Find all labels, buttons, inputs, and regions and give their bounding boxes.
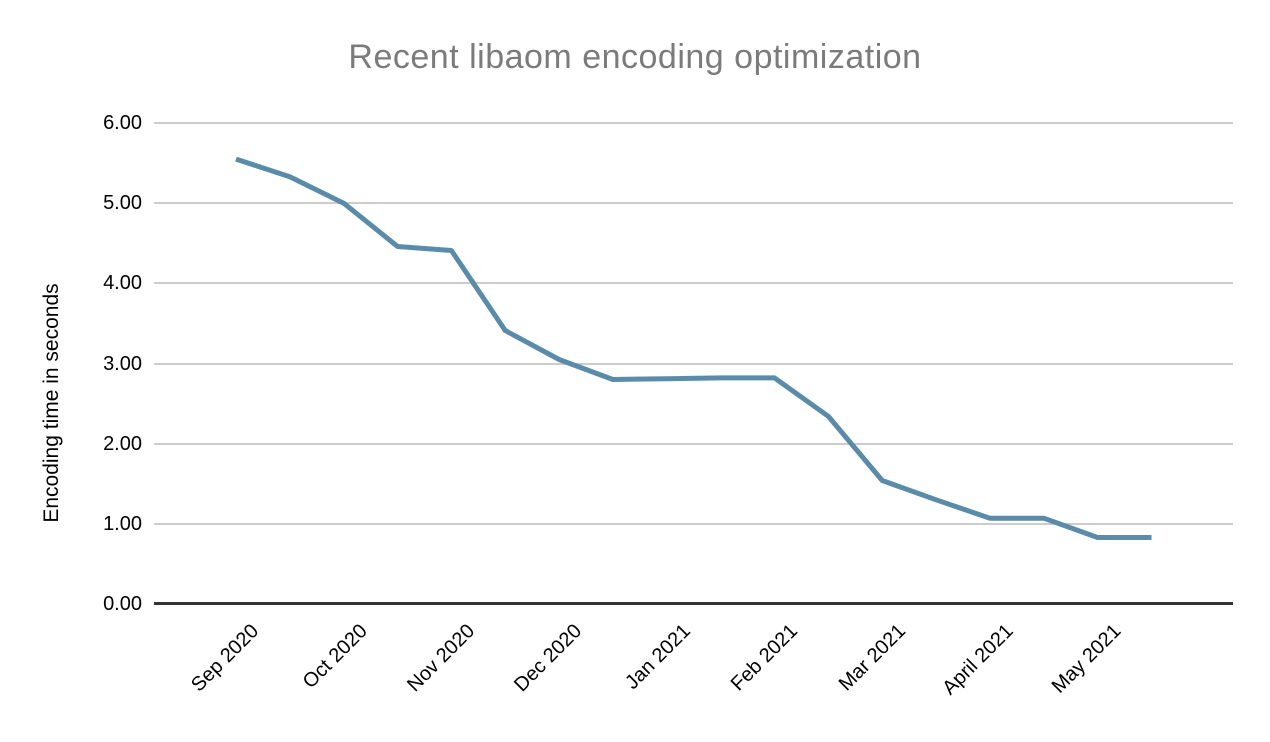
- plot-area: [154, 122, 1233, 605]
- x-tick-label: Nov 2020: [402, 620, 479, 697]
- x-tick-label: Oct 2020: [298, 620, 372, 693]
- gridline: [154, 122, 1233, 124]
- x-tick-label: May 2021: [1047, 620, 1126, 698]
- gridline: [154, 202, 1233, 205]
- y-tick-label: 6.00: [103, 112, 142, 134]
- x-tick-label: Jan 2021: [620, 620, 695, 694]
- y-tick-label: 5.00: [103, 192, 142, 215]
- x-tick-label: Dec 2020: [510, 620, 587, 697]
- gridline: [154, 362, 1233, 365]
- x-axis-line: [154, 602, 1233, 605]
- x-tick-label: Mar 2021: [834, 620, 910, 696]
- x-tick-label: April 2021: [938, 620, 1018, 700]
- y-tick-label: 1.00: [103, 512, 142, 535]
- x-tick-label: Sep 2020: [187, 620, 264, 697]
- gridline: [154, 522, 1233, 525]
- gridline: [154, 282, 1233, 285]
- chart-title: Recent libaom encoding optimization: [348, 38, 922, 76]
- series-svg: [235, 156, 1152, 540]
- y-tick-label: 3.00: [103, 352, 142, 375]
- y-tick-label: 2.00: [103, 432, 142, 455]
- x-tick-label: Feb 2021: [726, 620, 803, 696]
- gridline: [154, 442, 1233, 445]
- y-tick-label: 4.00: [103, 272, 142, 295]
- y-tick-label: 0.00: [103, 593, 142, 615]
- series-line: [235, 156, 1152, 540]
- y-axis-title: Encoding time in seconds: [40, 283, 63, 523]
